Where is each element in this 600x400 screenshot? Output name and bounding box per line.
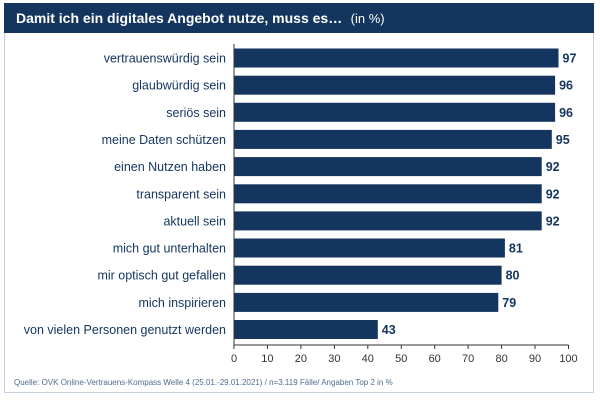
x-tick-label: 10 bbox=[261, 353, 273, 365]
x-tick-label: 40 bbox=[362, 353, 374, 365]
category-label: mich inspirieren bbox=[138, 296, 226, 310]
bar bbox=[234, 102, 556, 122]
bar bbox=[234, 129, 552, 149]
x-tick-label: 30 bbox=[328, 353, 340, 365]
source-note: Quelle: OVK Online-Vertrauens-Kompass We… bbox=[14, 378, 393, 387]
bar bbox=[234, 184, 542, 204]
value-label: 97 bbox=[563, 52, 577, 66]
category-label: glaubwürdig sein bbox=[132, 79, 226, 93]
bar bbox=[234, 320, 378, 339]
bar bbox=[234, 292, 499, 312]
value-label: 43 bbox=[382, 323, 396, 337]
value-label: 80 bbox=[506, 269, 520, 283]
x-tick-label: 0 bbox=[231, 353, 237, 365]
x-tick-label: 20 bbox=[295, 353, 307, 365]
bar bbox=[234, 157, 542, 177]
value-label: 96 bbox=[559, 79, 573, 93]
x-tick-label: 90 bbox=[529, 353, 541, 365]
value-label: 92 bbox=[546, 214, 560, 228]
category-label: transparent sein bbox=[136, 187, 226, 201]
value-label: 96 bbox=[559, 106, 573, 120]
value-label: 92 bbox=[546, 160, 560, 174]
chart-header: Damit ich ein digitales Angebot nutze, m… bbox=[4, 3, 594, 33]
x-tick-label: 100 bbox=[559, 353, 577, 365]
unit-note: (in %) bbox=[350, 11, 385, 26]
bar bbox=[234, 75, 556, 95]
value-label: 81 bbox=[509, 242, 523, 256]
category-label: einen Nutzen haben bbox=[114, 160, 226, 174]
x-tick-label: 80 bbox=[495, 353, 507, 365]
bar bbox=[234, 48, 559, 68]
x-tick-label: 50 bbox=[395, 353, 407, 365]
bar bbox=[234, 211, 542, 231]
category-label: von vielen Personen genutzt werden bbox=[24, 323, 226, 337]
category-label: mir optisch gut gefallen bbox=[97, 269, 226, 283]
bar bbox=[234, 238, 505, 258]
x-tick-label: 70 bbox=[462, 353, 474, 365]
value-label: 95 bbox=[556, 133, 570, 147]
value-label: 79 bbox=[502, 296, 516, 310]
category-label: aktuell sein bbox=[163, 214, 226, 228]
chart-title: Damit ich ein digitales Angebot nutze, m… bbox=[16, 10, 343, 26]
category-label: vertrauenswürdig sein bbox=[104, 52, 226, 66]
bar bbox=[234, 265, 502, 285]
category-label: mich gut unterhalten bbox=[113, 242, 226, 256]
category-label: seriös sein bbox=[166, 106, 226, 120]
x-tick-label: 60 bbox=[429, 353, 441, 365]
value-label: 92 bbox=[546, 187, 560, 201]
category-label: meine Daten schützen bbox=[102, 133, 226, 147]
